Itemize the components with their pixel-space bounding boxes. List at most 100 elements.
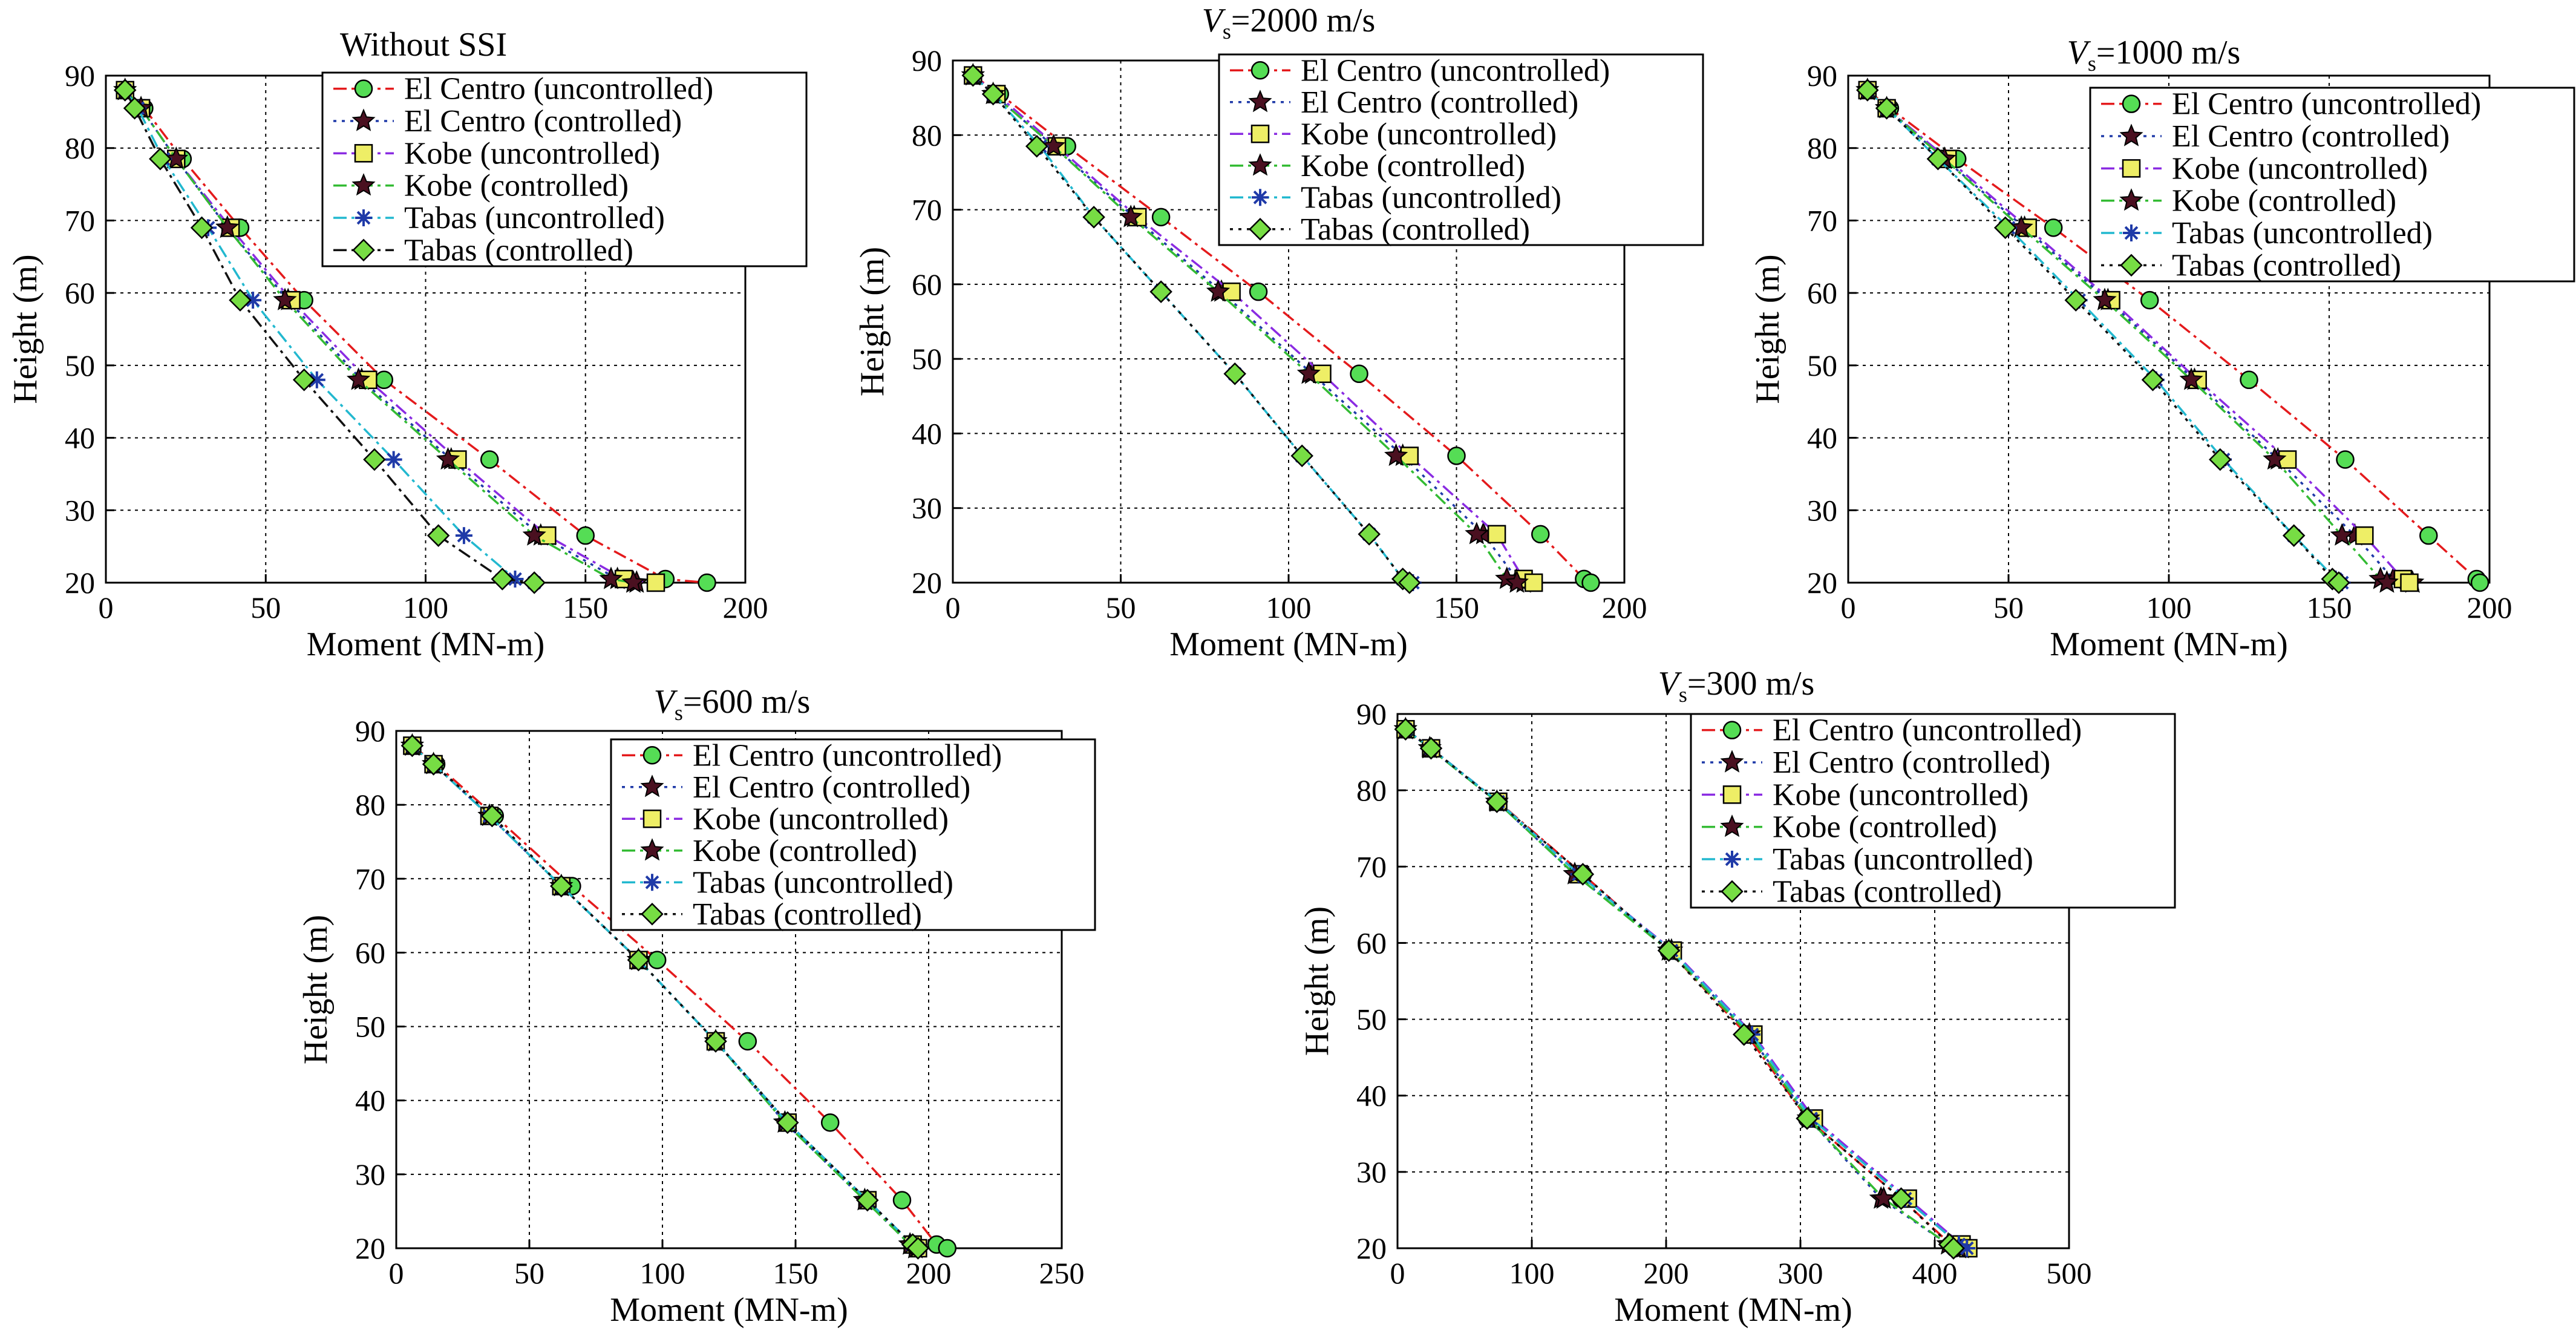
data-point [522, 523, 546, 546]
legend-label: Kobe (controlled) [1773, 810, 1997, 845]
data-point [1223, 362, 1246, 385]
chart-panel-2: 0 50 100 150 200 20 30 40 50 60 70 80 90 Moment (MN-m… [854, 2, 1704, 663]
y-tick-label: 80 [1356, 773, 1387, 807]
legend-label: El Centro (uncontrolled) [2172, 87, 2481, 122]
legend-marker [640, 774, 664, 797]
y-axis-label: Height (m) [1749, 254, 1787, 404]
plot-frame [395, 730, 1063, 1249]
data-point [1119, 205, 1143, 228]
data-point [436, 447, 460, 470]
data-point [523, 571, 546, 594]
legend-marker [1250, 125, 1270, 143]
data-point [229, 289, 252, 312]
legend-label: Tabas (controlled) [1301, 212, 1530, 247]
data-point [1531, 525, 1550, 544]
x-tick-label: 150 [773, 1256, 819, 1290]
y-tick-label: 60 [355, 935, 385, 969]
x-tick-label: 0 [99, 591, 114, 624]
series-line [1866, 89, 2343, 584]
x-tick-label: 400 [1912, 1256, 1958, 1290]
x-tick-label: 100 [403, 591, 448, 624]
data-point [455, 527, 472, 545]
data-point [113, 79, 137, 102]
legend: El Centro (uncontrolled)El Centro (contr… [1218, 53, 1704, 247]
data-point [1041, 134, 1066, 157]
data-point [981, 82, 1005, 106]
legend-marker [351, 108, 376, 131]
data-point [1942, 1237, 1965, 1260]
legend-label: El Centro (uncontrolled) [1773, 713, 2082, 748]
data-point [1485, 790, 1509, 813]
legend-marker [1722, 721, 1742, 739]
legend-marker [2119, 123, 2143, 146]
legend-marker [354, 79, 373, 98]
series-line [124, 90, 535, 584]
legend-label: Tabas (uncontrolled) [1773, 842, 2033, 877]
data-point [215, 215, 240, 238]
series-6 [400, 734, 930, 1260]
x-tick-label: 50 [250, 591, 281, 624]
x-tick-label: 0 [1390, 1256, 1405, 1290]
data-point [1856, 79, 1879, 102]
legend-marker [1250, 61, 1270, 80]
legend-marker [1248, 90, 1272, 113]
y-tick-label: 60 [1356, 926, 1387, 960]
data-point [374, 370, 394, 390]
x-axis-label: Moment (MN-m) [1614, 1291, 1852, 1329]
series-line [1866, 89, 2481, 584]
data-point [1993, 216, 2017, 240]
y-tick-label: 60 [1807, 276, 1837, 310]
legend-label: Kobe (uncontrolled) [1773, 778, 2028, 812]
data-point [273, 287, 297, 310]
data-point [1657, 939, 1681, 962]
data-point [2336, 450, 2355, 469]
y-tick-label: 40 [355, 1084, 385, 1118]
chart-panel-5: 0 100 200 300 400 500 20 30 40 50 60 70 80 90 Moment (… [1298, 665, 2176, 1329]
y-tick-label: 90 [1807, 59, 1837, 93]
data-point [550, 874, 573, 898]
data-point [2419, 526, 2438, 545]
data-point [938, 1239, 957, 1258]
data-point [1447, 447, 1466, 465]
legend-label: Tabas (controlled) [404, 233, 633, 267]
y-tick-label: 50 [65, 349, 95, 382]
legend: El Centro (uncontrolled)El Centro (contr… [1690, 713, 2176, 909]
data-point [1465, 522, 1489, 545]
data-point [1732, 1023, 1756, 1046]
data-point [621, 570, 646, 593]
x-axis-label: Moment (MN-m) [307, 626, 545, 663]
x-tick-label: 250 [1039, 1256, 1085, 1290]
data-point [385, 451, 402, 468]
y-tick-label: 20 [912, 566, 942, 600]
data-point [1290, 444, 1313, 468]
y-tick-label: 80 [912, 118, 942, 152]
legend-marker [640, 838, 664, 861]
data-point [1796, 1107, 1819, 1130]
legend-marker [1720, 750, 1744, 773]
legend-label: Kobe (uncontrolled) [693, 802, 949, 836]
data-point [422, 753, 445, 776]
data-point [2140, 290, 2159, 310]
series-line [1866, 89, 2388, 584]
x-axis-label: Moment (MN-m) [2050, 626, 2288, 663]
legend-label: Kobe (uncontrolled) [2172, 151, 2428, 186]
data-point [1889, 1187, 1913, 1210]
legend-label: El Centro (uncontrolled) [404, 72, 713, 106]
legend-label: El Centro (controlled) [693, 770, 970, 805]
series-line [1866, 89, 2339, 584]
data-point [491, 568, 514, 591]
series-line [1405, 728, 1960, 1249]
legend-label: Tabas (uncontrolled) [404, 201, 665, 235]
legend: El Centro (uncontrolled)El Centro (contr… [610, 738, 1096, 932]
series-line [124, 89, 707, 584]
series-line [972, 74, 1534, 584]
y-tick-label: 30 [912, 491, 942, 525]
legend-marker [641, 902, 664, 926]
x-tick-label: 100 [1509, 1256, 1555, 1290]
x-tick-label: 100 [2146, 591, 2192, 624]
legend-label: El Centro (controlled) [1301, 85, 1578, 120]
y-tick-label: 40 [65, 421, 95, 455]
legend-marker [1724, 851, 1741, 868]
data-point [2044, 218, 2063, 237]
chart-panel-3: 0 50 100 150 200 20 30 40 50 60 70 80 90 Moment (MN-m… [1749, 34, 2575, 663]
